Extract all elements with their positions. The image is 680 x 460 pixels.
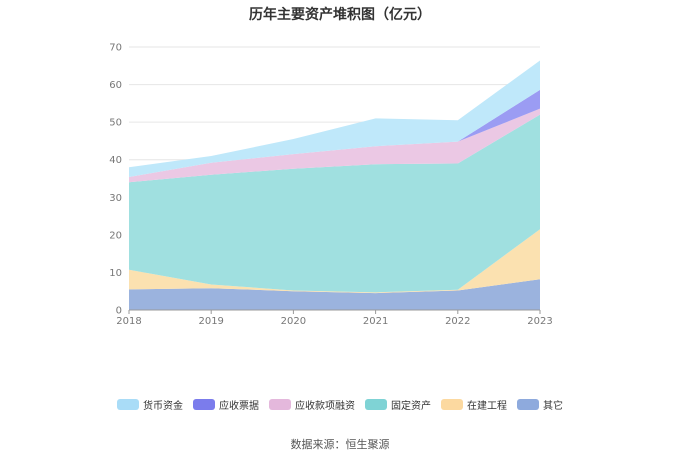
legend-label: 在建工程: [467, 401, 507, 412]
y-tick-label: 40: [109, 155, 122, 166]
area-series-2: [129, 114, 540, 293]
x-tick-label: 2021: [363, 316, 388, 327]
y-tick-label: 20: [109, 230, 122, 241]
data-source: 数据来源：恒生聚源: [290, 438, 390, 451]
legend: 货币资金 应收票据 应收款项融资 固定资产 在建工程 其它: [0, 397, 680, 412]
legend-label: 应收票据: [219, 401, 259, 412]
legend-label: 其它: [543, 401, 563, 412]
legend-swatch: [193, 399, 215, 410]
y-tick-label: 10: [109, 268, 122, 279]
legend-swatch: [441, 399, 463, 410]
area-series-5: [129, 60, 540, 177]
x-tick-label: 2020: [281, 316, 306, 327]
axis-layer: 0 10 20 30 40 50 60 70 2018 2019 2020 2021 2022 2023: [109, 43, 552, 328]
y-tick-label: 50: [109, 118, 122, 129]
legend-item[interactable]: 其它: [517, 397, 563, 412]
legend-item[interactable]: 货币资金: [117, 397, 183, 412]
x-tick-label: 2019: [198, 316, 223, 327]
legend-item[interactable]: 应收款项融资: [269, 397, 355, 412]
y-tick-label: 70: [109, 43, 122, 54]
legend-swatch: [365, 399, 387, 410]
legend-swatch: [117, 399, 139, 410]
legend-item[interactable]: 应收票据: [193, 397, 259, 412]
y-tick-label: 0: [116, 306, 122, 317]
legend-swatch: [269, 399, 291, 410]
legend-item[interactable]: 在建工程: [441, 397, 507, 412]
legend-label: 固定资产: [391, 401, 431, 412]
legend-label: 货币资金: [143, 401, 183, 412]
legend-label: 应收款项融资: [295, 401, 355, 412]
chart-title: 历年主要资产堆积图（亿元）: [249, 7, 431, 23]
area-series-3: [129, 108, 540, 183]
x-tick-label: 2018: [116, 316, 141, 327]
x-tick-label: 2022: [445, 316, 470, 327]
legend-swatch: [517, 399, 539, 410]
legend-item[interactable]: 固定资产: [365, 397, 431, 412]
area-series-1: [129, 229, 540, 294]
y-tick-label: 30: [109, 193, 122, 204]
area-series-0: [129, 279, 540, 310]
x-tick-label: 2023: [527, 316, 552, 327]
area-layer: [129, 60, 540, 310]
y-tick-label: 60: [109, 80, 122, 91]
